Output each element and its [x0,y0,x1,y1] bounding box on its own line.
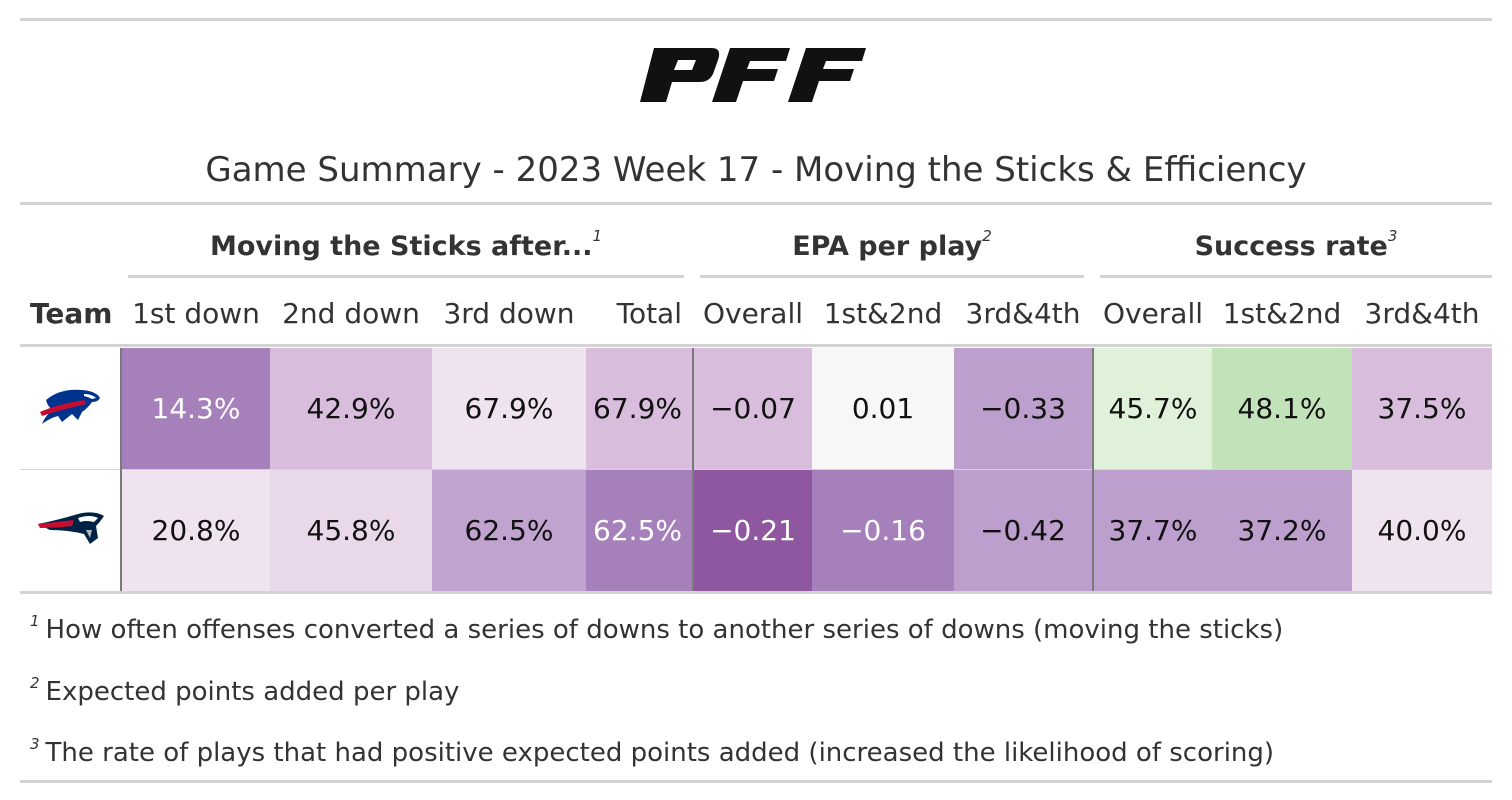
cell-bills-total: 67.9% [586,348,692,469]
spanner-underline [128,275,684,278]
header-rule [20,344,1492,347]
new-england-patriots-logo-icon [38,512,104,544]
cell-bills-second-down: 42.9% [270,348,432,469]
spanner-moving-sticks: Moving the Sticks after...1 [128,222,684,272]
footnote-1: 1 How often offenses converted a series o… [30,612,1283,648]
spanner-label: EPA per play [792,231,983,262]
column-header: 3rd&4th [965,297,1081,330]
cell-patriots-second-down: 45.8% [270,470,432,591]
cell-bills-epa-overall: −0.07 [694,348,812,469]
cell-patriots-third-down: 62.5% [432,470,586,591]
footnote-mark: 1 [592,227,603,245]
cell-bills-sr-overall: 45.7% [1094,348,1212,469]
group-divider [1092,348,1094,591]
cell-bills-epa-1st2nd: 0.01 [812,348,954,469]
footnote-mark: 3 [1387,227,1398,245]
cell-bills-third-down: 67.9% [432,348,586,469]
column-header: 1st down [132,297,260,330]
spanner-epa-per-play: EPA per play2 [700,222,1084,272]
footnote-mark: 1 [30,612,40,630]
column-header: 2nd down [282,297,420,330]
footnote-2: 2 Expected points added per play [30,674,459,710]
team-cell-bills [20,348,120,469]
cell-bills-epa-3rd4th: −0.33 [954,348,1092,469]
cell-patriots-sr-3rd4th: 40.0% [1352,470,1492,591]
column-header: 1st&2nd [823,297,943,330]
column-header: 3rd&4th [1364,297,1480,330]
cell-patriots-epa-1st2nd: −0.16 [812,470,954,591]
team-cell-patriots [20,470,120,591]
footnote-text: How often offenses converted a series of… [45,615,1284,645]
title-rule [20,202,1492,205]
footnote-mark: 2 [30,674,40,692]
cell-patriots-sr-overall: 37.7% [1094,470,1212,591]
footnote-3: 3 The rate of plays that had positive exp… [30,735,1274,771]
spanner-label: Moving the Sticks after... [209,231,593,262]
buffalo-bills-logo-icon [40,389,100,424]
column-header: 3rd down [443,297,575,330]
spanner-success-rate: Success rate3 [1100,222,1492,272]
cell-bills-sr-1st2nd: 48.1% [1212,348,1352,469]
cell-patriots-total: 62.5% [586,470,692,591]
column-header: Overall [702,297,804,330]
group-divider [120,348,122,591]
cell-bills-first-down: 14.3% [122,348,270,469]
column-header: 1st&2nd [1222,297,1342,330]
top-rule [20,18,1492,21]
footnote-text: The rate of plays that had positive expe… [45,738,1275,768]
column-header-team: Team [30,297,113,330]
bottom-rule [20,780,1492,783]
pff-logo [640,48,870,102]
body-bottom-rule [20,591,1492,594]
footnote-text: Expected points added per play [45,677,460,707]
row-divider [20,469,1492,470]
cell-patriots-first-down: 20.8% [122,470,270,591]
cell-bills-sr-3rd4th: 37.5% [1352,348,1492,469]
footnote-mark: 2 [982,227,992,245]
cell-patriots-epa-3rd4th: −0.42 [954,470,1092,591]
spanner-label: Success rate [1194,231,1388,262]
spanner-underline [1100,275,1492,278]
group-divider [692,348,694,591]
table-title: Game Summary - 2023 Week 17 - Moving the… [205,150,1307,190]
column-header: Overall [1102,297,1204,330]
cell-patriots-sr-1st2nd: 37.2% [1212,470,1352,591]
footnote-mark: 3 [30,735,40,753]
spanner-underline [700,275,1084,278]
column-header: Total [616,297,682,330]
cell-patriots-epa-overall: −0.21 [694,470,812,591]
